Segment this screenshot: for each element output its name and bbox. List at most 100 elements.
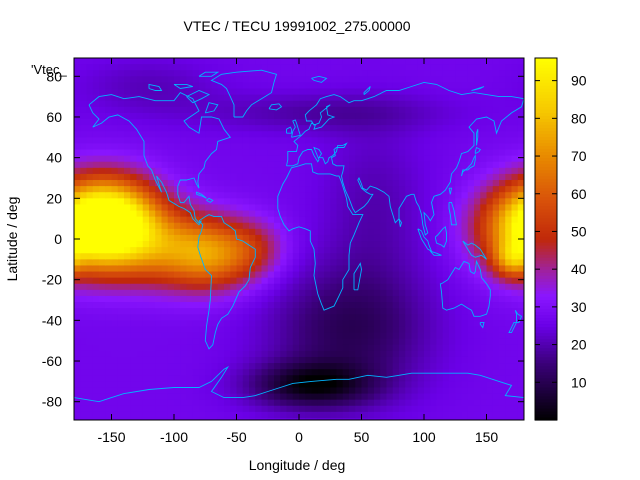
heatmap-cell	[424, 289, 431, 297]
heatmap-cell	[517, 180, 524, 187]
heatmap-cell	[74, 234, 81, 242]
heatmap-cell	[224, 112, 231, 120]
heatmap-cell	[286, 356, 294, 364]
heatmap-cell	[211, 405, 219, 413]
heatmap-cell	[286, 344, 294, 352]
heatmap-cell	[474, 289, 481, 297]
heatmap-cell	[292, 70, 300, 77]
heatmap-cell	[249, 363, 256, 370]
heatmap-cell	[461, 363, 469, 370]
heatmap-cell	[405, 216, 413, 224]
heatmap-cell	[317, 161, 325, 169]
heatmap-cell	[80, 94, 88, 102]
heatmap-cell	[117, 119, 125, 126]
heatmap-cell	[455, 143, 463, 151]
heatmap-cell	[74, 393, 81, 401]
heatmap-cell	[86, 314, 94, 321]
heatmap-cell	[230, 350, 238, 358]
heatmap-cell	[224, 64, 231, 71]
heatmap-cell	[230, 344, 238, 352]
colorbar-segment	[535, 157, 557, 162]
heatmap-cell	[417, 106, 425, 114]
heatmap-cell	[355, 131, 363, 138]
heatmap-cell	[305, 314, 313, 321]
heatmap-cell	[274, 387, 281, 395]
heatmap-cell	[80, 356, 88, 364]
heatmap-cell	[424, 356, 431, 364]
heatmap-cell	[167, 253, 175, 260]
heatmap-cell	[380, 326, 388, 334]
heatmap-cell	[236, 228, 244, 236]
heatmap-cell	[242, 137, 250, 145]
heatmap-cell	[255, 106, 263, 114]
heatmap-cell	[274, 320, 281, 328]
heatmap-cell	[405, 143, 413, 151]
heatmap-cell	[411, 210, 419, 218]
heatmap-cell	[367, 167, 375, 175]
coastline	[196, 191, 207, 199]
heatmap-cell	[224, 131, 231, 138]
heatmap-cell	[474, 375, 481, 382]
heatmap-cell	[317, 106, 325, 114]
heatmap-cell	[499, 289, 506, 297]
heatmap-cell	[217, 180, 225, 187]
heatmap-cell	[142, 375, 150, 382]
heatmap-cell	[142, 210, 150, 218]
heatmap-cell	[424, 344, 431, 352]
heatmap-cell	[192, 94, 200, 102]
heatmap-cell	[380, 405, 388, 413]
heatmap-cell	[111, 247, 119, 254]
heatmap-cell	[449, 222, 456, 230]
heatmap-cell	[124, 112, 131, 120]
heatmap-cell	[99, 143, 106, 151]
heatmap-cell	[261, 283, 269, 291]
heatmap-cell	[405, 106, 413, 114]
heatmap-cell	[505, 393, 513, 401]
heatmap-cell	[286, 210, 294, 218]
heatmap-cell	[217, 375, 225, 382]
heatmap-cell	[399, 259, 406, 267]
heatmap-cell	[486, 283, 494, 291]
heatmap-cell	[180, 234, 188, 242]
heatmap-cell	[480, 161, 488, 169]
heatmap-cell	[292, 106, 300, 114]
heatmap-cell	[217, 131, 225, 138]
heatmap-cell	[205, 295, 213, 303]
heatmap-cell	[242, 112, 250, 120]
heatmap-cell	[211, 259, 219, 267]
heatmap-cell	[436, 167, 444, 175]
heatmap-cell	[149, 131, 156, 138]
heatmap-cell	[342, 58, 350, 65]
heatmap-cell	[336, 64, 344, 71]
heatmap-cell	[286, 112, 294, 120]
heatmap-cell	[80, 88, 88, 96]
heatmap-cell	[317, 198, 325, 206]
heatmap-cell	[230, 247, 238, 254]
heatmap-cell	[361, 344, 369, 352]
heatmap-cell	[149, 82, 156, 90]
heatmap-cell	[174, 295, 181, 303]
heatmap-cell	[505, 295, 513, 303]
heatmap-cell	[480, 112, 488, 120]
heatmap-cell	[361, 82, 369, 90]
heatmap-cell	[74, 222, 81, 230]
heatmap-cell	[161, 198, 169, 206]
heatmap-cell	[280, 289, 288, 297]
heatmap-cell	[505, 137, 513, 145]
heatmap-cell	[436, 259, 444, 267]
heatmap-cell	[411, 137, 419, 145]
heatmap-cell	[311, 180, 319, 187]
heatmap-cell	[480, 210, 488, 218]
heatmap-cell	[255, 399, 263, 407]
heatmap-cell	[142, 119, 150, 126]
heatmap-cell	[180, 363, 188, 370]
heatmap-cell	[124, 64, 131, 71]
heatmap-cell	[442, 106, 450, 114]
heatmap-cell	[242, 155, 250, 163]
heatmap-cell	[74, 125, 81, 132]
colorbar-segment	[535, 199, 557, 204]
heatmap-cell	[392, 363, 400, 370]
heatmap-cell	[205, 411, 213, 419]
heatmap-cell	[455, 417, 463, 420]
heatmap-cell	[380, 320, 388, 328]
